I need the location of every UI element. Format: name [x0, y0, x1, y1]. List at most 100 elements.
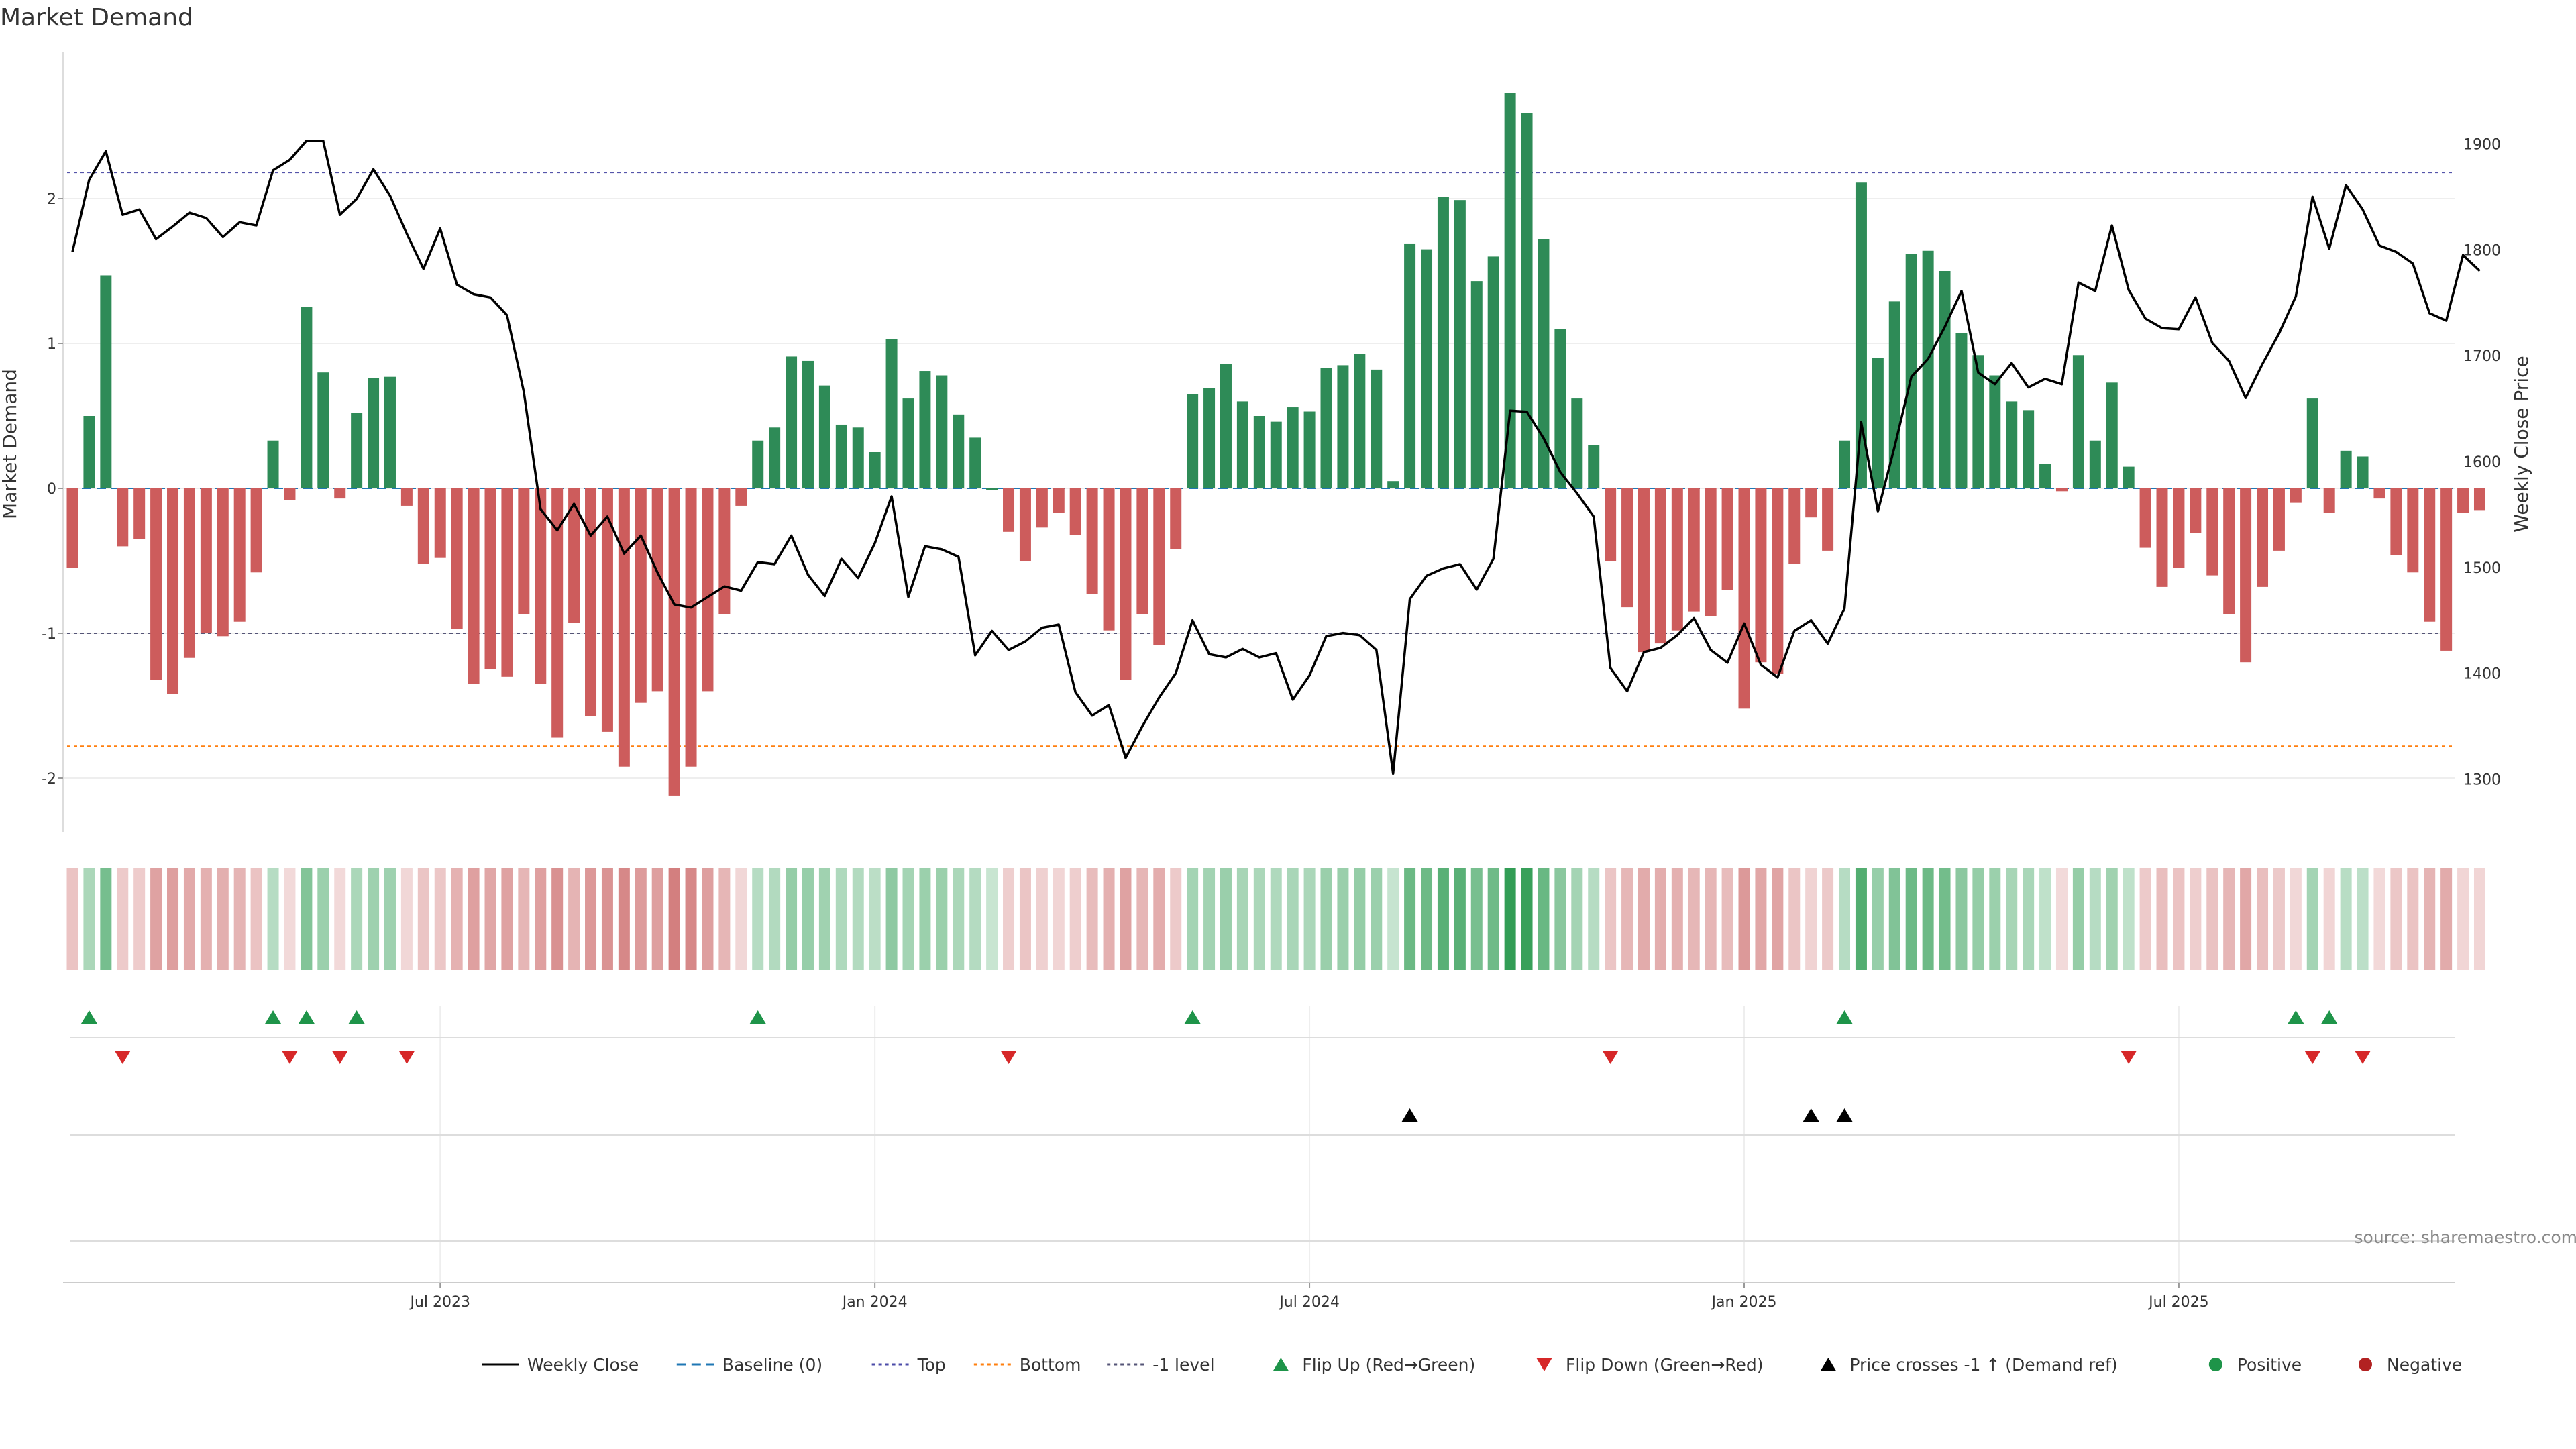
heat-cell: [351, 868, 363, 970]
heat-cell: [2206, 868, 2218, 970]
heat-cell: [2323, 868, 2335, 970]
heat-cell: [284, 868, 296, 970]
heat-cell: [668, 868, 680, 970]
demand-bar: [250, 488, 262, 573]
heat-cell: [1086, 868, 1098, 970]
legend-swatch: [1536, 1358, 1552, 1371]
heat-cell: [953, 868, 965, 970]
demand-bar: [2223, 488, 2235, 614]
demand-bar: [986, 488, 998, 490]
heat-cell: [1270, 868, 1282, 970]
heat-cell: [1320, 868, 1332, 970]
event-marker: [1184, 1010, 1201, 1024]
heat-cell: [601, 868, 613, 970]
legend-label: Weekly Close: [527, 1355, 639, 1375]
heat-cell: [1955, 868, 1968, 970]
event-marker: [265, 1010, 282, 1024]
demand-bar: [83, 416, 95, 488]
heat-cell: [2006, 868, 2018, 970]
left-axis-title: Market Demand: [0, 369, 21, 519]
x-tick-label: Jan 2024: [841, 1294, 908, 1311]
demand-bar: [551, 488, 564, 738]
y2-tick-label: 1300: [2463, 771, 2501, 788]
demand-bar: [1638, 488, 1650, 653]
heat-cell: [1788, 868, 1801, 970]
demand-heat-strip: [66, 868, 2485, 970]
heat-cell: [1922, 868, 1934, 970]
demand-bar: [2139, 488, 2151, 548]
heat-cell: [400, 868, 413, 970]
heat-cell: [434, 868, 446, 970]
event-marker: [1803, 1108, 1819, 1122]
demand-bar: [217, 488, 229, 637]
heat-cell: [885, 868, 898, 970]
demand-bar: [2340, 450, 2352, 488]
heat-cell: [2373, 868, 2385, 970]
heat-cell: [1638, 868, 1650, 970]
event-marker: [2321, 1010, 2338, 1024]
event-marker: [2121, 1051, 2137, 1064]
heat-cell: [685, 868, 697, 970]
heat-cell: [651, 868, 663, 970]
event-marker: [1602, 1051, 1619, 1064]
chart-title: Market Demand: [0, 4, 193, 32]
heat-cell: [1554, 868, 1566, 970]
event-marker: [1401, 1108, 1418, 1122]
x-tick-label: Jan 2025: [1711, 1294, 1777, 1311]
heat-cell: [1538, 868, 1550, 970]
heat-cell: [150, 868, 162, 970]
heat-cell: [1354, 868, 1366, 970]
demand-bar: [1069, 488, 1081, 535]
demand-bar: [1571, 398, 1583, 488]
demand-bar: [852, 427, 864, 488]
demand-bar: [2055, 488, 2068, 492]
legend-label: Positive: [2237, 1355, 2302, 1375]
heat-cell: [1019, 868, 1031, 970]
demand-bar: [2373, 488, 2385, 499]
demand-bar: [1989, 375, 2001, 488]
demand-bar: [818, 385, 830, 488]
heat-cell: [2023, 868, 2035, 970]
y2-tick-label: 1500: [2463, 560, 2501, 577]
event-marker: [2304, 1051, 2321, 1064]
heat-cell: [702, 868, 714, 970]
demand-bar: [267, 440, 279, 488]
heat-cell: [1521, 868, 1533, 970]
heat-cell: [1989, 868, 2001, 970]
demand-bar: [501, 488, 513, 677]
heat-cell: [417, 868, 429, 970]
demand-bar: [1354, 354, 1366, 488]
demand-bar: [1605, 488, 1617, 561]
heat-cell: [2089, 868, 2101, 970]
heat-cell: [267, 868, 279, 970]
legend-item: Bottom: [973, 1355, 1081, 1375]
heat-cell: [2440, 868, 2453, 970]
demand-bar: [1053, 488, 1065, 513]
demand-bar: [601, 488, 613, 732]
demand-bar: [417, 488, 429, 564]
heat-cell: [818, 868, 830, 970]
heat-cell: [250, 868, 262, 970]
heat-cell: [1605, 868, 1617, 970]
demand-bar: [1721, 488, 1733, 590]
heat-cell: [2357, 868, 2369, 970]
demand-bar: [618, 488, 630, 767]
heat-cell: [183, 868, 195, 970]
heat-cell: [1972, 868, 1984, 970]
heat-cell: [1487, 868, 1499, 970]
demand-bar: [1705, 488, 1717, 616]
demand-bar: [1538, 239, 1550, 488]
heat-cell: [1003, 868, 1015, 970]
demand-bar: [2257, 488, 2269, 587]
legend-item: Price crosses -1 ↑ (Demand ref): [1820, 1355, 2118, 1375]
legend-item: -1 level: [1107, 1355, 1215, 1375]
demand-bar: [2072, 355, 2084, 488]
heat-cell: [1705, 868, 1717, 970]
legend-item: Positive: [2208, 1355, 2302, 1375]
heat-cell: [2156, 868, 2168, 970]
heat-cell: [1504, 868, 1516, 970]
demand-bar: [1504, 93, 1516, 488]
demand-bar: [284, 488, 296, 500]
heat-cell: [1170, 868, 1182, 970]
heat-cell: [1337, 868, 1349, 970]
